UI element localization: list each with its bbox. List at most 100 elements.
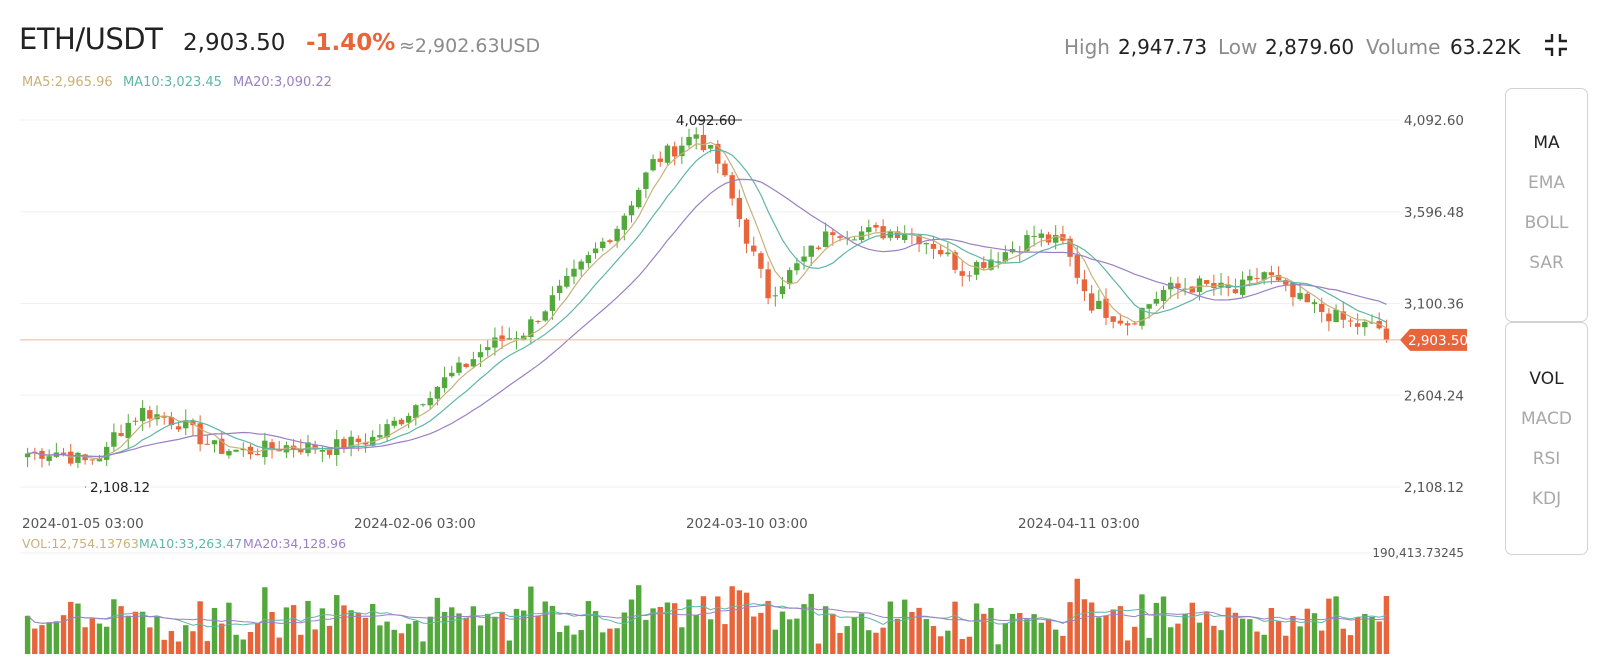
volume-bar [1297,626,1303,654]
volume-bar [175,641,182,654]
candle-body [585,255,592,264]
volume-bar [369,604,376,654]
volume-bar [283,607,290,654]
volume-bar [132,611,139,654]
candle-body [211,440,218,445]
candle-body [556,285,563,294]
volume-bar [902,599,908,654]
indicator-rsi[interactable]: RSI [1532,449,1561,469]
candle-body [772,295,778,297]
candle-body [1146,304,1152,309]
volume-bar [326,625,333,654]
candle-body [916,235,922,245]
indicator-macd[interactable]: MACD [1521,409,1572,429]
volume-bar [786,619,793,654]
candle-body [988,259,994,270]
volume-bar [103,626,110,654]
indicator-vol[interactable]: VOL [1529,369,1564,389]
candle-body [463,363,469,368]
volume-bar [499,611,505,654]
indicator-sar[interactable]: SAR [1529,253,1564,273]
volume-bar [1211,625,1217,654]
indicator-ma[interactable]: MA [1533,133,1560,153]
candle-body [679,145,685,157]
candle-body [477,352,484,358]
ma5-line [27,141,1387,460]
candle-body [743,219,750,244]
candle-body [1203,280,1210,284]
volume-bar [880,627,886,654]
candle-body [873,224,879,228]
volume-bar [240,639,246,654]
volume-bar [75,603,81,654]
volume-bar [1268,608,1275,654]
indicator-ema[interactable]: EMA [1527,173,1566,193]
volume-bar [966,636,973,654]
volume-bar [470,606,477,654]
candle-body [1211,283,1217,289]
candle-body [398,419,405,425]
candle-body [973,262,980,275]
volume-bar [1304,608,1311,654]
volume-bar [873,632,879,654]
volume-bar [463,617,469,654]
volume-bar [341,605,347,654]
volume-bar [1189,602,1195,654]
candle-body [765,269,771,299]
volume-bar [513,608,520,654]
volume-bar [305,600,311,654]
indicator-boll[interactable]: BOLL [1524,213,1569,233]
volume-bar [147,627,153,654]
volume-bar [679,627,685,654]
candle-body [75,452,81,463]
candle-body [1081,279,1088,292]
volume-bar [636,585,642,654]
candle-body [636,189,642,208]
ma20-legend: MA20:3,090.22 [233,75,332,90]
volume-bar [815,643,822,654]
low-label: Low [1218,35,1258,59]
candle-body [786,270,793,285]
volume-bar [154,616,160,654]
candle-body [686,136,692,146]
candle-body [1347,320,1354,322]
candle-body [815,247,822,249]
volume-label: Volume [1366,35,1441,59]
candle-body [751,245,757,252]
candle-body [535,321,541,323]
volume-bar [930,626,937,654]
volume-bar [1254,631,1260,654]
candle-body [671,146,678,157]
collapse-icon[interactable] [1543,32,1569,58]
candle-body [492,337,498,348]
volume-bar [427,616,433,654]
volume-bar [290,605,297,654]
volume-bar [894,618,901,654]
candle-body [643,172,649,189]
volume-bar [1239,618,1246,654]
ma-lines [20,141,1400,460]
candle-body [103,446,110,460]
volume-bar [1283,635,1289,654]
indicator-kdj[interactable]: KDJ [1531,489,1562,509]
volume-bar [1038,622,1045,654]
volume-bar [1175,623,1181,654]
volume-bar [1096,617,1102,654]
volume-bar [82,627,88,654]
candle-body [830,232,836,236]
candle-body [621,215,628,230]
candle-body [384,424,390,438]
volume-bar [585,601,592,654]
candle-body [1232,289,1239,294]
price-change: -1.40% [306,30,396,56]
volume-bar [211,607,218,654]
candle-body [664,145,671,163]
candle-body [837,236,843,238]
volume-bar [528,586,534,654]
candle-body [147,410,153,419]
volume-bar [39,625,45,654]
candle-body [564,275,570,287]
candle-body [499,335,505,342]
candle-body [571,268,577,277]
